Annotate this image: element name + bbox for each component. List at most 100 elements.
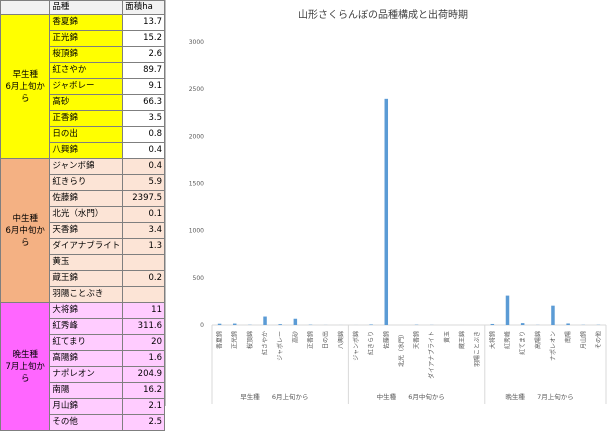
category-label: 紅秀峰 [504, 331, 512, 349]
y-tick-label: 2500 [189, 86, 204, 93]
bar[interactable] [506, 296, 510, 325]
bar[interactable] [551, 306, 555, 325]
header-area[interactable]: 面積ha [123, 1, 165, 15]
area-value-cell[interactable]: 16.2 [123, 383, 165, 399]
variety-cell[interactable]: 黄玉 [50, 255, 123, 271]
variety-cell[interactable]: 高陽錦 [50, 351, 123, 367]
variety-cell[interactable]: 佐藤錦 [50, 191, 123, 207]
variety-cell[interactable]: 八興錦 [50, 143, 123, 159]
category-label: 紅てまり [519, 331, 527, 355]
area-value-cell[interactable]: 311.6 [123, 319, 165, 335]
variety-cell[interactable]: ジャンボ錦 [50, 159, 123, 175]
variety-cell[interactable]: 紅てまり [50, 335, 123, 351]
bar[interactable] [263, 317, 267, 325]
bar[interactable] [233, 324, 237, 325]
variety-cell[interactable]: 正光錦 [50, 31, 123, 47]
area-value-cell[interactable]: 2397.5 [123, 191, 165, 207]
variety-cell[interactable]: 正香錦 [50, 111, 123, 127]
variety-cell[interactable]: 南陽 [50, 383, 123, 399]
bar[interactable] [385, 99, 389, 325]
bar[interactable] [294, 319, 298, 325]
area-value-cell[interactable]: 3.5 [123, 111, 165, 127]
header-variety[interactable]: 品種 [50, 1, 123, 15]
variety-cell[interactable]: ダイアナブライト [50, 239, 123, 255]
variety-cell[interactable]: 天香錦 [50, 223, 123, 239]
category-label: 桜頂錦 [246, 331, 254, 349]
area-value-cell[interactable]: 0.1 [123, 207, 165, 223]
category-label: 香夏錦 [216, 331, 224, 349]
variety-cell[interactable]: 北光（水門） [50, 207, 123, 223]
category-label: ナポレオン [549, 331, 557, 361]
area-value-cell[interactable]: 1.3 [123, 239, 165, 255]
category-label: その他 [594, 331, 602, 349]
variety-cell[interactable]: ジャボレー [50, 79, 123, 95]
area-value-cell[interactable]: 2.6 [123, 47, 165, 63]
category-label: 八興錦 [337, 331, 345, 349]
bar[interactable] [491, 324, 495, 325]
bar[interactable] [521, 323, 525, 325]
category-label: ダイアナブライト [428, 331, 436, 379]
area-value-cell[interactable] [123, 287, 165, 303]
area-value-cell[interactable]: 15.2 [123, 31, 165, 47]
variety-cell[interactable]: 紅きらり [50, 175, 123, 191]
variety-cell[interactable]: 紅秀峰 [50, 319, 123, 335]
category-label: 正光錦 [231, 331, 239, 349]
area-value-cell[interactable]: 0.4 [123, 143, 165, 159]
area-value-cell[interactable]: 2.5 [123, 415, 165, 431]
group-name: 早生種 [240, 392, 260, 401]
area-value-cell[interactable]: 1.6 [123, 351, 165, 367]
area-value-cell[interactable]: 11 [123, 303, 165, 319]
variety-cell[interactable]: その他 [50, 415, 123, 431]
group-label-line: 晩生種 [3, 349, 47, 361]
y-tick-label: 3000 [189, 39, 204, 46]
category-label: ジャボレー [276, 331, 284, 361]
area-value-cell[interactable]: 2.1 [123, 399, 165, 415]
area-value-cell[interactable]: 13.7 [123, 15, 165, 31]
area-value-cell[interactable]: 5.9 [123, 175, 165, 191]
variety-cell[interactable]: 日の出 [50, 127, 123, 143]
category-label: 羽陽ことぶき [473, 331, 481, 367]
bar[interactable] [218, 324, 222, 325]
group-period: 6月中旬から [408, 392, 445, 401]
bar[interactable] [566, 323, 570, 325]
variety-cell[interactable]: 羽陽ことぶき [50, 287, 123, 303]
area-value-cell[interactable]: 0.2 [123, 271, 165, 287]
variety-cell[interactable]: ナポレオン [50, 367, 123, 383]
variety-cell[interactable]: 香夏錦 [50, 15, 123, 31]
area-value-cell[interactable]: 89.7 [123, 63, 165, 79]
bar[interactable] [278, 324, 282, 325]
category-label: 天香錦 [413, 331, 421, 349]
variety-cell[interactable]: 高砂 [50, 95, 123, 111]
area-value-cell[interactable]: 3.4 [123, 223, 165, 239]
variety-cell[interactable]: 大将錦 [50, 303, 123, 319]
header-blank[interactable] [1, 1, 50, 15]
category-label: 紅きらり [367, 331, 375, 355]
category-label: 紅さやか [261, 331, 269, 355]
area-value-cell[interactable]: 9.1 [123, 79, 165, 95]
variety-cell[interactable]: 蔵王錦 [50, 271, 123, 287]
area-value-cell[interactable]: 0.8 [123, 127, 165, 143]
category-label: 北光（水門） [397, 331, 405, 367]
category-label: 日の出 [322, 331, 330, 349]
variety-cell[interactable]: 桜頂錦 [50, 47, 123, 63]
area-value-cell[interactable]: 66.3 [123, 95, 165, 111]
area-value-cell[interactable]: 204.9 [123, 367, 165, 383]
bar[interactable] [369, 324, 373, 325]
variety-cell[interactable]: 月山錦 [50, 399, 123, 415]
y-tick-label: 0 [200, 322, 204, 329]
category-label: 蔵王錦 [458, 331, 466, 349]
area-value-cell[interactable]: 0.4 [123, 159, 165, 175]
area-value-cell[interactable] [123, 255, 165, 271]
area-value-cell[interactable]: 20 [123, 335, 165, 351]
category-label: 南陽 [564, 331, 572, 343]
group-label-line: 6月上旬から [3, 81, 47, 105]
variety-cell[interactable]: 紅さやか [50, 63, 123, 79]
